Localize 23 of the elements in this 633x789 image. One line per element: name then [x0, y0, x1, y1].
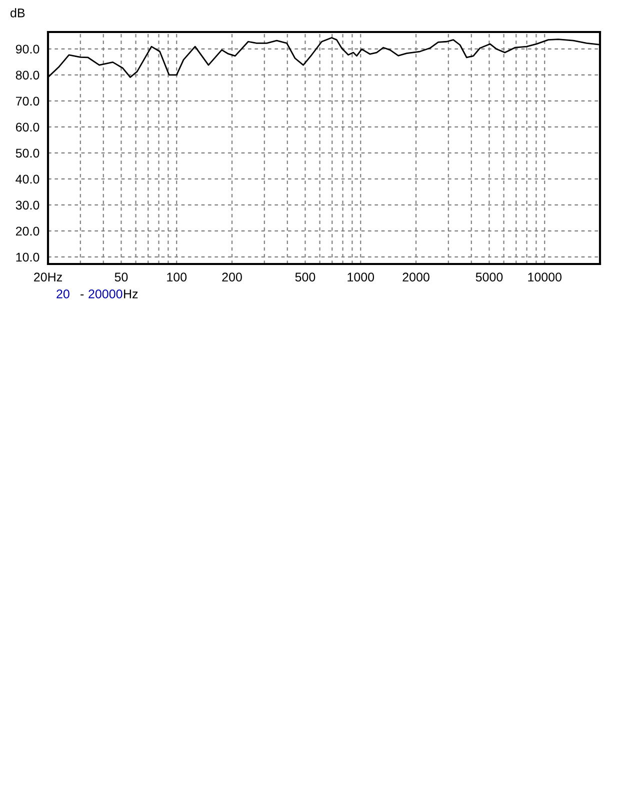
x-tick-label: 2000 [402, 272, 430, 282]
y-tick-label: 70.0 [16, 96, 40, 106]
x-tick-label: 5000 [476, 272, 503, 282]
y-axis-title: dB [10, 8, 25, 18]
x-tick-label: 10000 [528, 272, 562, 282]
x-tick-label: 100 [167, 272, 187, 282]
text: Hz [124, 290, 138, 298]
y-tick-label: 60.0 [16, 122, 40, 132]
text: 20 [56, 290, 70, 298]
y-tick-label: 10.0 [16, 252, 40, 262]
x-tick-label: 50 [114, 272, 128, 282]
x-tick-label: 200 [222, 272, 242, 282]
x-tick-label: 1000 [348, 272, 374, 282]
y-tick-label: 40.0 [16, 174, 40, 184]
x-tick-label: 500 [295, 272, 316, 282]
y-tick-label: 20.0 [16, 226, 40, 236]
x-tick-label: 20Hz [34, 272, 62, 282]
text: 20000 [88, 290, 122, 298]
y-tick-label: 80.0 [16, 70, 40, 80]
y-tick-label: 90.0 [16, 44, 40, 54]
y-tick-label: 50.0 [16, 148, 40, 158]
text: - [80, 294, 84, 296]
y-tick-label: 30.0 [16, 200, 40, 210]
